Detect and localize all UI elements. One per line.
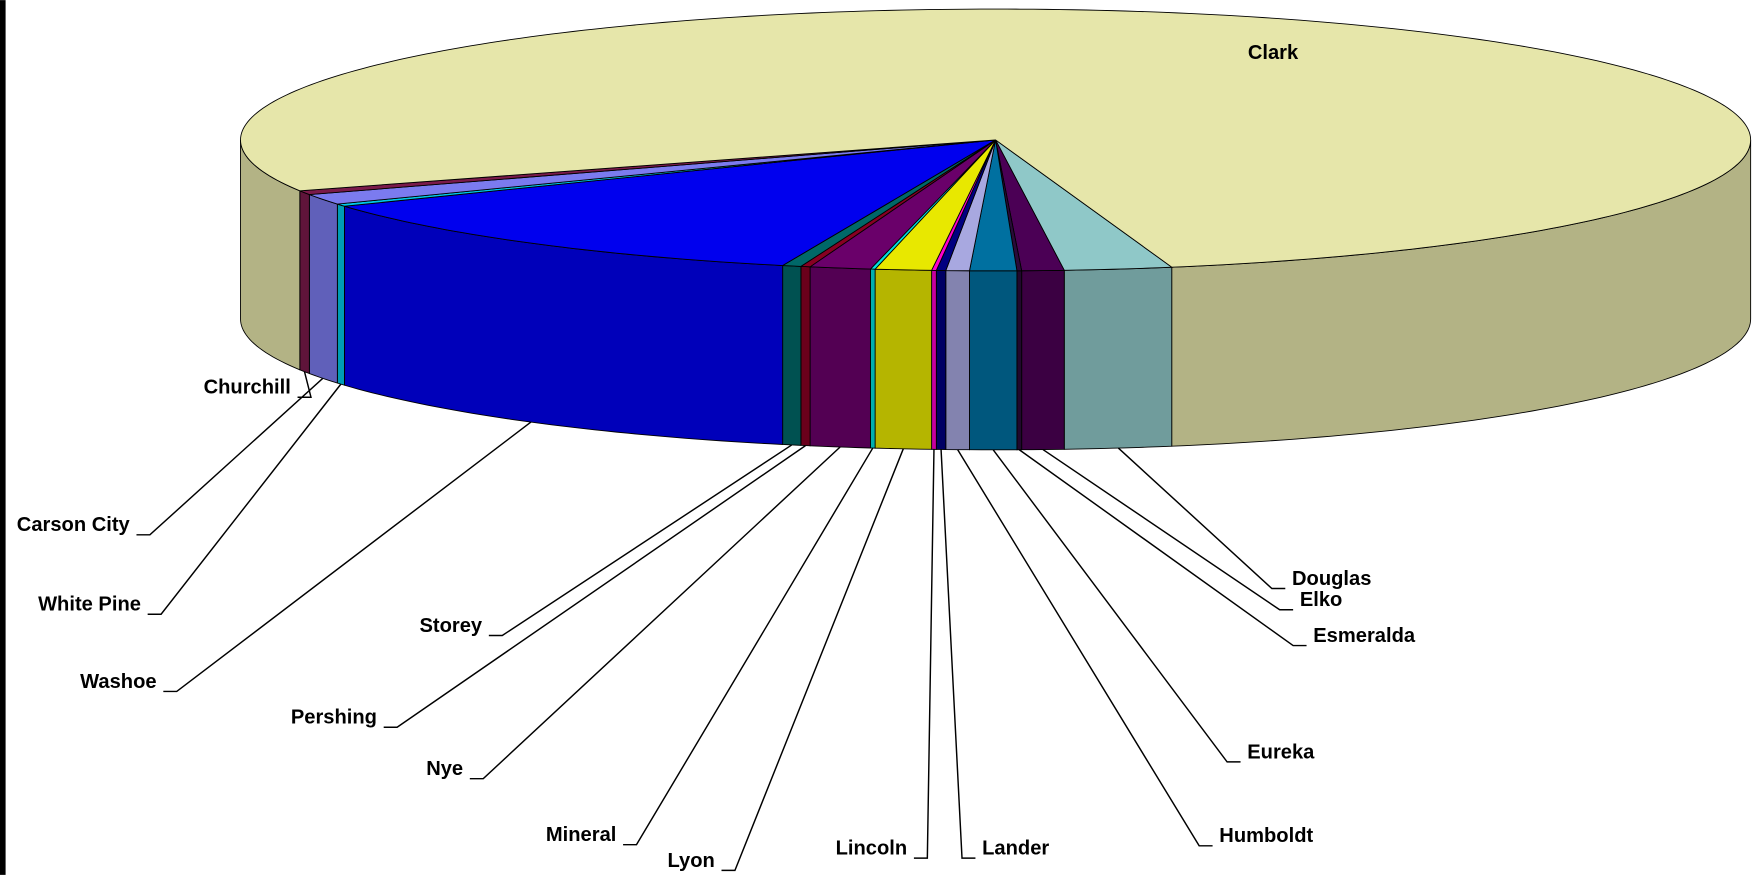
slice-side bbox=[336, 203, 345, 386]
slice-side bbox=[935, 269, 947, 450]
leader-line bbox=[1117, 447, 1286, 590]
slice-label: Lyon bbox=[667, 850, 714, 872]
leader-line bbox=[913, 449, 935, 859]
leader-line bbox=[383, 444, 806, 728]
leader-line bbox=[957, 449, 1213, 847]
slice-label: Lander bbox=[982, 837, 1049, 859]
slice-label: Eureka bbox=[1247, 741, 1315, 763]
slice-side bbox=[782, 265, 802, 446]
leader-line bbox=[992, 449, 1241, 763]
leader-line bbox=[469, 446, 841, 780]
slice-top bbox=[240, 8, 1752, 268]
leader-line bbox=[940, 449, 976, 859]
slice-top bbox=[995, 139, 1174, 271]
slice-label: Mineral bbox=[546, 824, 616, 846]
slice-label: Washoe bbox=[80, 671, 156, 693]
slice-label: Storey bbox=[419, 615, 482, 637]
slice-label: Carson City bbox=[17, 514, 131, 536]
slice-label: Douglas bbox=[1292, 568, 1371, 590]
leader-line bbox=[136, 377, 324, 536]
slice-side bbox=[869, 268, 876, 449]
slice-side bbox=[1063, 266, 1173, 450]
leader-line bbox=[721, 448, 904, 872]
slice-side bbox=[299, 190, 310, 375]
leader-line bbox=[147, 383, 342, 615]
slice-label: White Pine bbox=[38, 594, 141, 616]
slice-label: Clark bbox=[1248, 42, 1299, 64]
slice-side bbox=[809, 266, 871, 449]
slice-side bbox=[874, 268, 933, 450]
slice-label: Pershing bbox=[291, 707, 377, 729]
slice-label: Lincoln bbox=[836, 837, 908, 859]
leader-line bbox=[1018, 449, 1307, 647]
slice-label: Nye bbox=[426, 758, 463, 780]
slice-label: Esmeralda bbox=[1313, 625, 1416, 647]
slice-side bbox=[1021, 269, 1065, 451]
slice-label: Elko bbox=[1300, 589, 1343, 611]
slice-side bbox=[308, 193, 338, 384]
slice-top bbox=[808, 139, 996, 270]
slice-side bbox=[945, 270, 970, 451]
leader-line bbox=[1042, 448, 1294, 611]
slice-side bbox=[800, 265, 811, 447]
slice-side bbox=[931, 269, 937, 450]
edge-bar bbox=[0, 0, 6, 875]
leader-line bbox=[623, 447, 874, 846]
slice-side bbox=[1016, 270, 1023, 451]
slice-top bbox=[344, 139, 996, 266]
leader-line bbox=[297, 371, 312, 398]
leader-line bbox=[488, 444, 793, 637]
leader-line bbox=[163, 421, 532, 693]
slice-label: Churchill bbox=[204, 377, 291, 399]
slice-side bbox=[969, 270, 1018, 451]
slice-label: Humboldt bbox=[1219, 825, 1313, 847]
